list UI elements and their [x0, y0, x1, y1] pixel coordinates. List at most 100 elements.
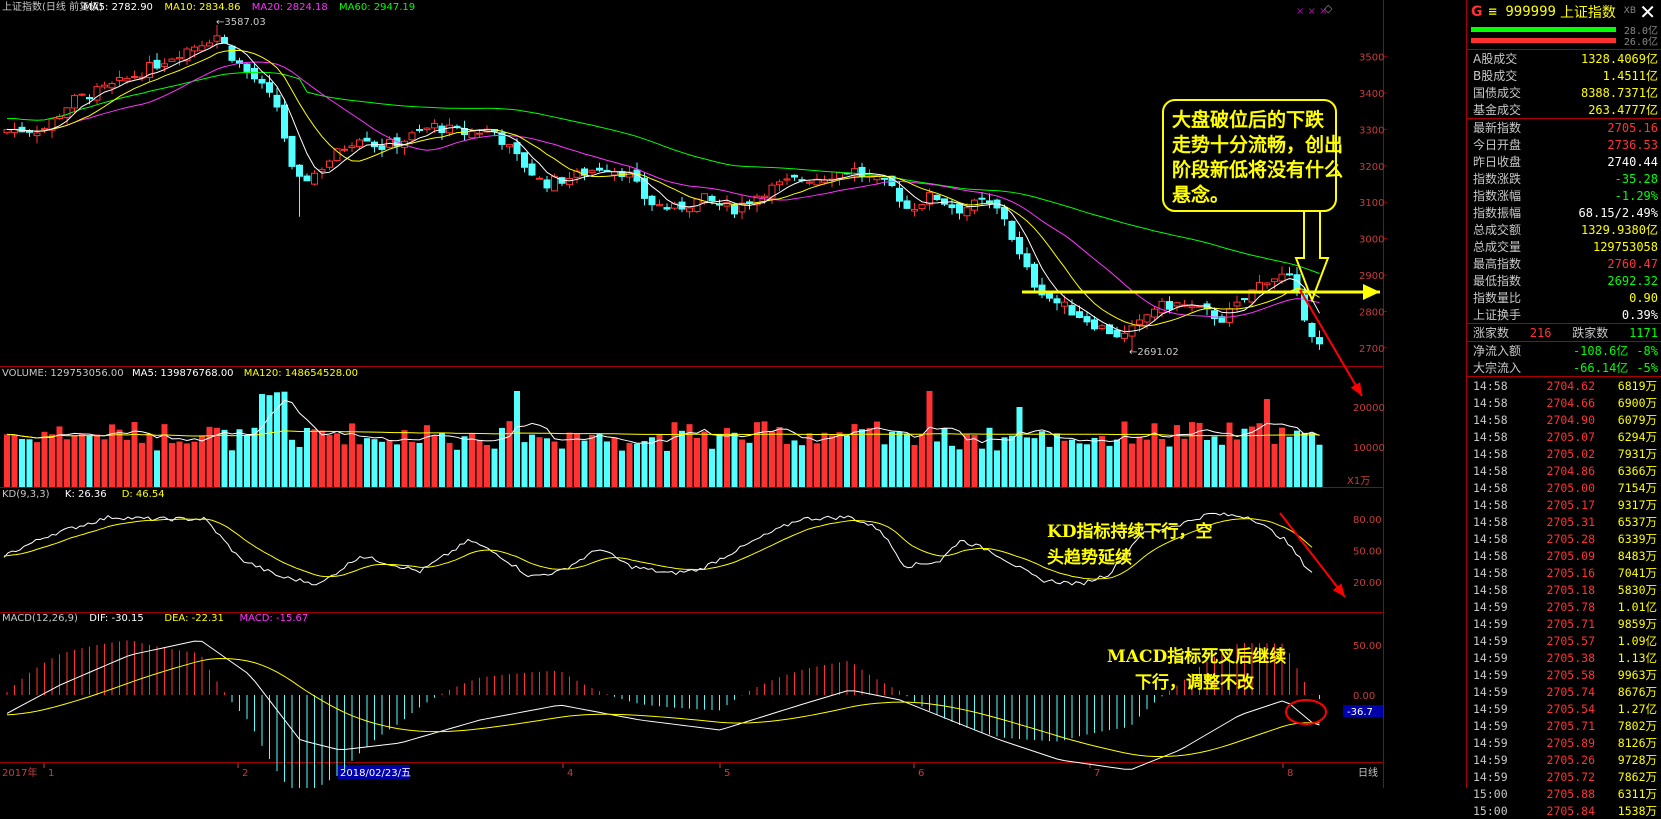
tick-volume: 6900万: [1617, 395, 1657, 410]
volume-bar: [491, 448, 498, 487]
kline-chart[interactable]: 上证指数(日线 前复权)MA5: 2782.90 MA10: 2834.86 MA2…: [0, 0, 1466, 788]
tick-row: 14:58 2705.18 5830万: [1467, 581, 1661, 598]
candle: [1106, 324, 1113, 335]
volume-bar: [184, 443, 190, 487]
candle: [656, 204, 663, 207]
candle: [63, 107, 71, 118]
candle: [251, 67, 258, 80]
volume-bar: [131, 422, 138, 487]
tick-time: 14:58: [1473, 582, 1508, 597]
group-tag[interactable]: G: [1471, 4, 1483, 20]
volume-bar: [1084, 444, 1090, 487]
volume-bar: [319, 430, 325, 487]
volume-bar: [229, 450, 235, 487]
indicator-legend: DEA: -22.31: [164, 613, 223, 624]
candle: [978, 197, 986, 200]
volume-bar: [679, 430, 685, 487]
row-label: 净流入额: [1473, 344, 1522, 358]
volume-bar: [1271, 443, 1278, 487]
volume-bar: [851, 424, 858, 487]
stat-row: 国债成交 8388.7371亿: [1467, 84, 1661, 101]
candle: [221, 37, 228, 44]
volume-bar: [1091, 437, 1098, 487]
volume-bar: [934, 441, 940, 487]
volume-bar: [964, 434, 970, 487]
volume-bar: [716, 434, 723, 487]
kd-tick-label: 50.00: [1353, 547, 1382, 558]
candle: [573, 170, 581, 178]
quote-row: 最低指数 2692.32: [1467, 272, 1661, 289]
candle: [41, 128, 48, 131]
volume-bar: [1001, 437, 1008, 487]
callout-text: 阶段新低将没有什么: [1172, 158, 1343, 181]
volume-bar: [836, 432, 843, 487]
stat-row: 基金成交 263.4777亿: [1467, 101, 1661, 118]
x-tick-label[interactable]: 日线: [1358, 766, 1378, 779]
volume-bar: [176, 441, 183, 487]
volume-bar: [386, 439, 393, 487]
volume-bar: [784, 443, 790, 487]
candle: [1091, 319, 1098, 330]
tick-row: 14:58 2704.66 6900万: [1467, 394, 1661, 411]
volume-bar: [956, 449, 963, 487]
volume-bar: [244, 435, 250, 487]
tick-list[interactable]: 14:58 2704.62 6819万 14:58 2704.66 6900万 14:58 2…: [1467, 377, 1661, 819]
row-value: 263.4777亿: [1588, 103, 1658, 117]
quote-row: 最新指数 2705.16: [1467, 119, 1661, 136]
tick-time: 14:58: [1473, 548, 1508, 563]
quote-panel: G ≡ 999999 上证指数 XB ✕ 28.0亿 26.0亿 A股成交 132…: [1466, 0, 1661, 818]
high-annotation: ←3587.03: [216, 17, 266, 28]
tick-price: 2705.00: [1546, 480, 1595, 495]
volume-bar: [761, 421, 768, 487]
volume-bar: [1301, 432, 1308, 487]
low-annotation: ←2691.02: [1129, 347, 1179, 358]
row-label: 国债成交: [1473, 86, 1522, 100]
volume-bar: [446, 442, 453, 487]
candle: [191, 46, 198, 52]
candle: [716, 203, 723, 206]
tick-price: 2704.90: [1546, 412, 1595, 427]
volume-bar: [1166, 446, 1173, 487]
stat-row: A股成交 1328.4069亿: [1467, 50, 1661, 67]
x-tick-label: 1: [48, 768, 54, 779]
ma60-line: [6, 71, 1320, 274]
support-arrow: [1363, 284, 1380, 300]
diamond-icon[interactable]: ◇: [1324, 2, 1333, 15]
volume-bar: [64, 439, 70, 487]
volume-bar: [34, 442, 40, 487]
volume-bar: [416, 442, 423, 487]
volume-bar: [536, 437, 543, 487]
volume-bar: [79, 434, 85, 487]
cursor-date-box: [338, 765, 410, 779]
candle: [1143, 314, 1151, 323]
volume-bar: [101, 439, 108, 487]
candle: [311, 172, 318, 185]
volume-bar: [259, 394, 265, 487]
quote-row: 总成交量 129753058: [1467, 238, 1661, 255]
candle: [761, 195, 768, 199]
volume-bar: [154, 450, 160, 487]
candle: [1173, 302, 1181, 307]
volume-bar: [881, 444, 888, 487]
kd-note: KD指标持续下行，空: [1047, 521, 1213, 542]
candle: [431, 123, 438, 129]
candle: [131, 76, 138, 79]
volume-bar: [1189, 422, 1195, 487]
volume-bar: [799, 445, 805, 487]
close-icon[interactable]: ✕: [1639, 0, 1656, 24]
tick-time: 14:59: [1473, 701, 1508, 716]
volume-bar: [94, 434, 100, 487]
volume-bar: [349, 423, 355, 487]
volume-bar: [116, 429, 123, 487]
candle: [146, 61, 153, 78]
volume-bar: [499, 427, 505, 487]
volume-bar: [214, 427, 220, 487]
volume-bar: [1219, 444, 1225, 487]
row-value: -66.14亿: [1572, 361, 1629, 375]
tick-row: 14:59 2705.71 7802万: [1467, 717, 1661, 734]
volume-bar: [611, 437, 618, 487]
candle: [1263, 282, 1271, 286]
macd-tick-label: 50.00: [1353, 641, 1382, 652]
candle: [581, 168, 588, 176]
volume-bar: [1316, 444, 1323, 487]
